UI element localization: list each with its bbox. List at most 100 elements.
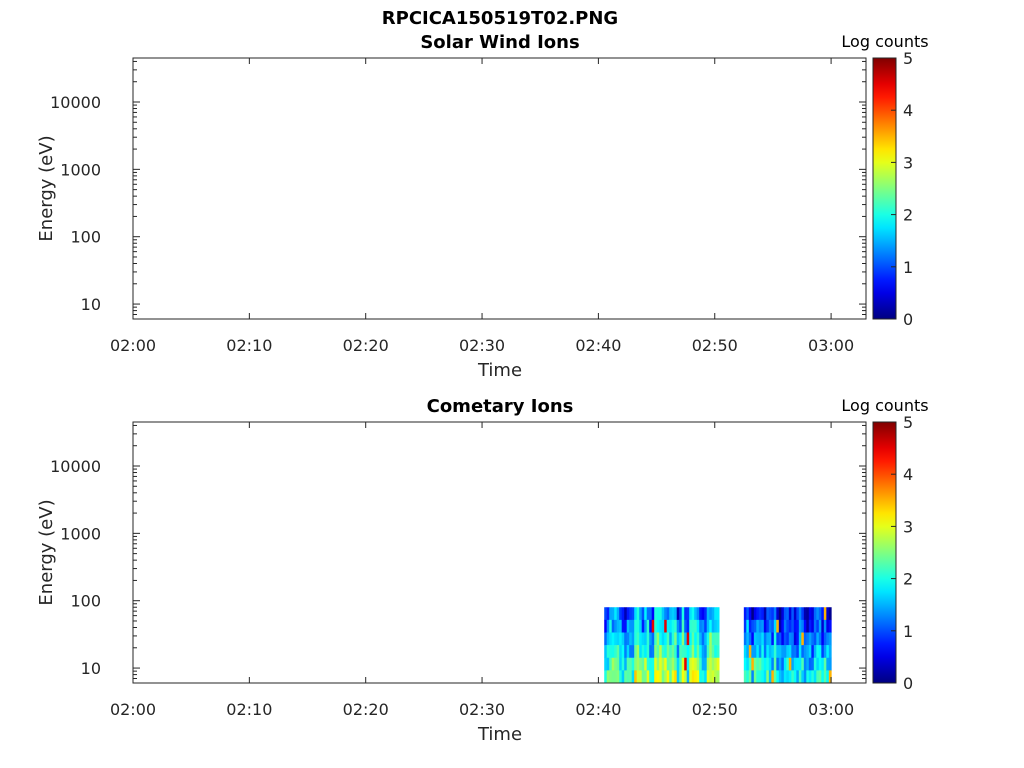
colorbar-tick-label: 4	[903, 101, 913, 120]
spectrogram-cell	[609, 657, 613, 671]
spectrogram-cell	[706, 657, 710, 671]
spectrogram-cell	[696, 670, 700, 684]
spectrogram-cell	[748, 645, 752, 659]
spectrogram-cell	[651, 657, 655, 671]
spectrogram-cell	[826, 632, 830, 646]
spectrogram-cell	[823, 657, 827, 671]
spectrogram-cell	[816, 619, 820, 633]
spectrogram-cell	[659, 619, 663, 633]
spectrogram-cell	[788, 619, 792, 633]
spectrogram-cell	[691, 657, 695, 671]
spectrogram-cell	[758, 619, 762, 633]
spectrogram-cell	[706, 607, 710, 621]
spectrogram-cell	[636, 657, 640, 671]
y-tick-label: 1000	[60, 160, 101, 179]
spectrogram-cell	[636, 645, 640, 659]
spectrogram-cell	[788, 657, 792, 671]
spectrogram-cell	[778, 670, 782, 684]
spectrogram-cell	[691, 619, 695, 633]
colorbar-label: Log counts	[841, 396, 928, 415]
spectrogram-cell	[614, 645, 618, 659]
spectrogram-cell	[684, 670, 688, 684]
spectrogram-cell	[616, 619, 620, 633]
spectrogram-cell	[689, 632, 693, 646]
spectrogram-cell	[778, 619, 782, 633]
spectrogram-cell	[756, 632, 760, 646]
spectrogram-cell	[609, 607, 613, 621]
spectrogram-cell	[811, 657, 815, 671]
spectrogram-cell	[644, 632, 648, 646]
spectrogram-cell	[681, 657, 685, 671]
spectrogram-cell	[634, 619, 638, 633]
spectrogram-cell	[811, 645, 815, 659]
spectrogram-cell	[614, 657, 618, 671]
spectrogram-cell	[686, 619, 690, 633]
spectrogram-cell	[614, 607, 618, 621]
spectrogram-cell	[813, 657, 817, 671]
spectrogram-cell	[711, 607, 715, 621]
solar-wind-ions-panel: 02:00 02:10 02:20 02:30 02:40 02:50 03:0010100…	[36, 32, 929, 381]
spectrogram-cell	[771, 632, 775, 646]
spectrogram-cell	[803, 619, 807, 633]
spectrogram-cell	[766, 632, 770, 646]
spectrogram-cell	[808, 619, 812, 633]
spectrogram-cell	[646, 619, 650, 633]
spectrogram-cell	[704, 632, 708, 646]
spectrogram-cell	[828, 632, 832, 646]
spectrogram-cell	[691, 607, 695, 621]
spectrogram-cell	[699, 632, 703, 646]
spectrogram-cell	[694, 645, 698, 659]
spectrogram-cell	[803, 632, 807, 646]
spectrogram-cell	[801, 632, 805, 646]
spectrogram-cell	[798, 607, 802, 621]
colorbar-tick-label: 3	[903, 153, 913, 172]
x-tick-label: 02:50	[692, 700, 738, 719]
plot-frame	[132, 421, 867, 684]
spectrogram-cell	[771, 619, 775, 633]
spectrogram-cell	[611, 645, 615, 659]
spectrogram-cell	[816, 607, 820, 621]
spectrogram-cell	[758, 632, 762, 646]
spectrogram-cell	[798, 619, 802, 633]
spectrogram-cell	[694, 657, 698, 671]
spectrogram-cell	[621, 657, 625, 671]
spectrogram-cell	[756, 619, 760, 633]
spectrogram-cell	[796, 657, 800, 671]
spectrogram-cell	[651, 645, 655, 659]
spectrogram-cell	[714, 657, 718, 671]
spectrogram-cell	[773, 645, 777, 659]
spectrogram-cell	[783, 619, 787, 633]
spectrogram-cell	[781, 657, 785, 671]
spectrogram-cell	[604, 619, 608, 633]
spectrogram-cell	[793, 607, 797, 621]
spectrogram-cell	[626, 645, 630, 659]
spectrogram-cell	[716, 645, 720, 659]
colorbar-tick-label: 3	[903, 517, 913, 536]
spectrogram-cell	[624, 632, 628, 646]
spectrogram-cell	[808, 645, 812, 659]
spectrogram-cell	[823, 645, 827, 659]
spectrogram-cell	[684, 657, 688, 671]
spectrogram-cell	[674, 607, 678, 621]
spectrogram-cell	[763, 607, 767, 621]
x-tick-label: 02:40	[575, 336, 621, 355]
spectrogram-cell	[781, 619, 785, 633]
spectrogram-cell	[696, 657, 700, 671]
spectrogram-cell	[646, 607, 650, 621]
spectrogram-cell	[664, 632, 668, 646]
spectrogram-cell	[671, 619, 675, 633]
spectrogram-cell	[651, 607, 655, 621]
spectrogram-cell	[763, 670, 767, 684]
spectrogram-cell	[631, 670, 635, 684]
spectrogram-cell	[641, 670, 645, 684]
spectrogram-cell	[761, 670, 765, 684]
spectrogram-cell	[801, 657, 805, 671]
spectrogram-cell	[686, 657, 690, 671]
spectrogram-cell	[786, 670, 790, 684]
spectrogram-cell	[639, 632, 643, 646]
spectrogram-cell	[768, 670, 772, 684]
spectrogram-cell	[828, 645, 832, 659]
spectrogram-cell	[699, 619, 703, 633]
spectrogram-cell	[626, 670, 630, 684]
